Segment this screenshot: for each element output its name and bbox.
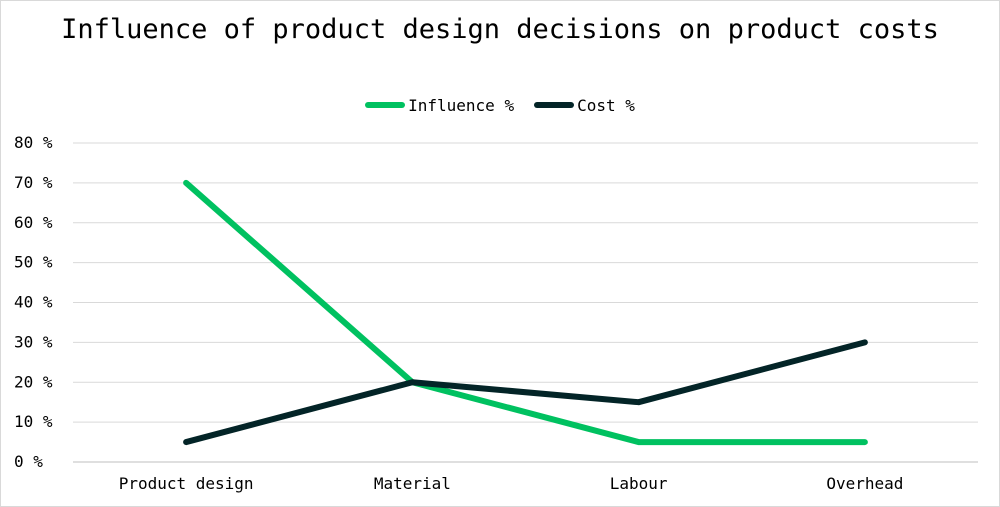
y-tick-label: 20 % (14, 372, 53, 391)
legend-label-influence: Influence % (408, 95, 515, 115)
chart-legend: Influence % Cost % (0, 93, 1000, 117)
legend-item-influence: Influence % (365, 96, 514, 115)
y-tick-label: 30 % (14, 332, 53, 351)
legend-label-cost: Cost % (577, 95, 635, 115)
y-tick-label: 50 % (14, 253, 53, 272)
legend-swatch-cost (534, 102, 575, 108)
legend-item-cost: Cost % (534, 96, 635, 115)
y-tick-label: 80 % (14, 133, 53, 152)
y-tick-label: 70 % (14, 173, 53, 192)
y-tick-label: 40 % (14, 293, 53, 312)
y-tick-label: 60 % (14, 213, 53, 232)
series-line-cost (183, 339, 868, 446)
series-line-influence (183, 179, 868, 446)
legend-swatch-influence (365, 102, 406, 108)
x-tick-label: Product design (119, 474, 254, 493)
y-tick-label: 10 % (14, 412, 53, 431)
y-tick-label: 0 % (14, 452, 43, 471)
x-tick-label: Overhead (826, 474, 903, 493)
x-tick-label: Labour (610, 474, 668, 493)
x-tick-label: Material (374, 474, 451, 493)
chart-title-text: Influence of product design decisions on… (61, 14, 939, 45)
chart-title: Influence of product design decisions on… (0, 14, 1000, 45)
